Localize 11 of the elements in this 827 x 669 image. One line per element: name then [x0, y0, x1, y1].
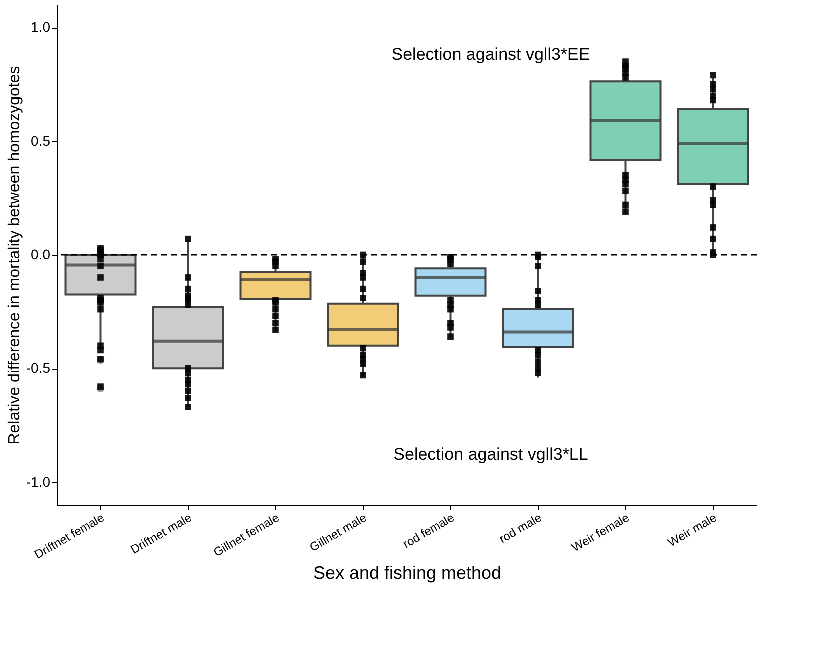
- y-axis-title: Relative difference in mortality between homozygotes: [6, 66, 24, 445]
- x-tick-label: Weir male: [666, 510, 720, 550]
- annotation: Selection against vgll3*EE: [392, 45, 590, 64]
- y-tick-label: 1.0: [31, 19, 51, 36]
- y-tick-label: -0.5: [26, 360, 51, 376]
- x-axis-title: Sex and fishing method: [313, 563, 502, 584]
- y-tick-label: -1.0: [26, 474, 51, 490]
- annotation: Selection against vgll3*LL: [394, 445, 588, 464]
- y-tick-label: 0.0: [31, 246, 51, 262]
- x-tick-label: rod male: [496, 510, 545, 546]
- y-tick-label: 0.5: [31, 132, 51, 149]
